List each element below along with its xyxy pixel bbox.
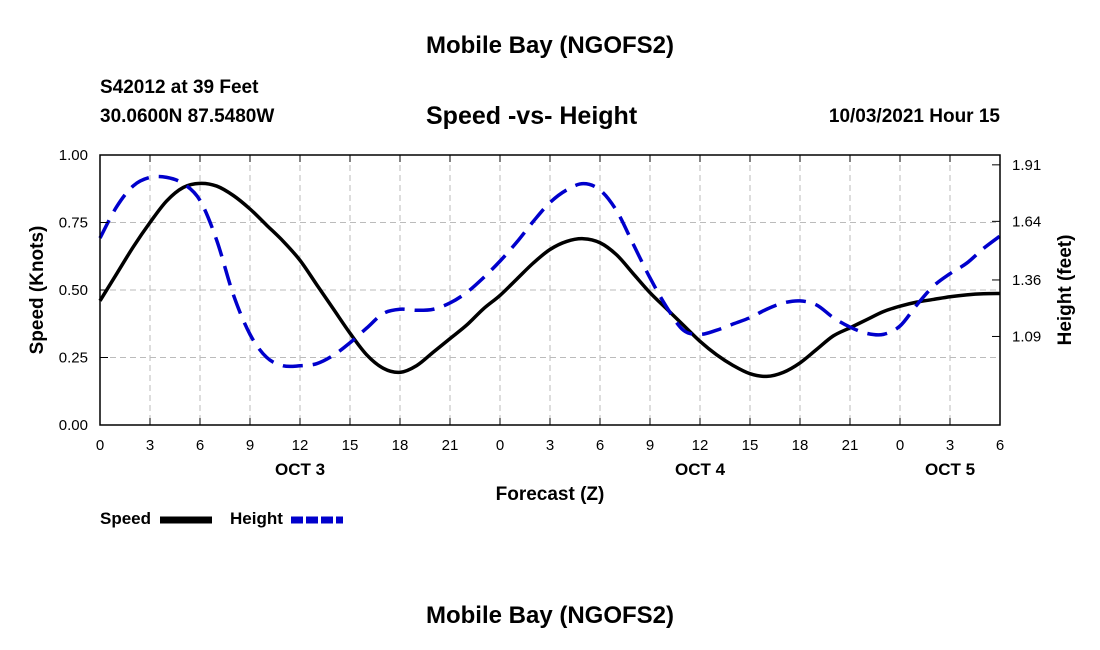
x-axis-title: Forecast (Z) [496, 484, 605, 505]
y-right-axis-title: Height (feet) [1055, 235, 1076, 346]
y-right-tick-label: 1.36 [1012, 272, 1041, 289]
coordinates-label: 30.0600N 87.5480W [100, 106, 275, 127]
y-right-tick-label: 1.91 [1012, 157, 1041, 174]
day-label: OCT 4 [675, 460, 726, 479]
x-tick-label: 15 [742, 437, 759, 454]
y-right-tick-label: 1.09 [1012, 328, 1041, 345]
chart-title: Mobile Bay (NGOFS2) [425, 32, 675, 59]
x-tick-label: 3 [946, 437, 954, 454]
y-left-tick-label: 0.50 [59, 282, 88, 299]
x-tick-label: 12 [292, 437, 309, 454]
y-left-axis-title: Speed (Knots) [27, 226, 48, 355]
x-tick-label: 21 [842, 437, 859, 454]
x-tick-label: 6 [196, 437, 204, 454]
x-tick-label: 3 [546, 437, 554, 454]
x-tick-label: 0 [96, 437, 104, 454]
x-tick-label: 0 [496, 437, 504, 454]
day-label: OCT 5 [925, 460, 975, 479]
x-tick-label: 18 [392, 437, 409, 454]
day-label: OCT 3 [275, 460, 325, 479]
series-lines [98, 174, 1002, 379]
x-tick-label: 6 [996, 437, 1004, 454]
station-label: S42012 at 39 Feet [100, 77, 259, 98]
axis-labels: 0 3 6 9 12 15 18 21 0 3 6 9 12 15 18 21 0 3 6 OCT 3 OCT 4 OCT… [27, 147, 1076, 505]
y-left-tick-label: 1.00 [59, 147, 88, 164]
footer-title: Mobile Bay (NGOFS2) [425, 602, 675, 629]
x-tick-label: 18 [792, 437, 809, 454]
legend-height-label: Height [230, 509, 283, 528]
y-left-tick-label: 0.25 [59, 350, 88, 367]
x-tick-label: 12 [692, 437, 709, 454]
x-tick-label: 3 [146, 437, 154, 454]
x-tick-label: 15 [342, 437, 359, 454]
x-tick-label: 0 [896, 437, 904, 454]
x-tick-label: 21 [442, 437, 459, 454]
y-left-tick-label: 0.75 [59, 215, 88, 232]
grid-lines [100, 155, 1000, 425]
x-tick-label: 6 [596, 437, 604, 454]
x-tick-label: 9 [646, 437, 654, 454]
x-tick-label: 9 [246, 437, 254, 454]
y-left-tick-label: 0.00 [59, 417, 88, 434]
y-right-tick-label: 1.64 [1012, 213, 1041, 230]
legend-speed-label: Speed [100, 509, 152, 528]
forecast-datetime: 10/03/2021 Hour 15 [828, 106, 1000, 127]
series-line-height [98, 174, 1002, 369]
plot-title: Speed -vs- Height [426, 102, 638, 130]
axis-ticks [99, 154, 1001, 426]
